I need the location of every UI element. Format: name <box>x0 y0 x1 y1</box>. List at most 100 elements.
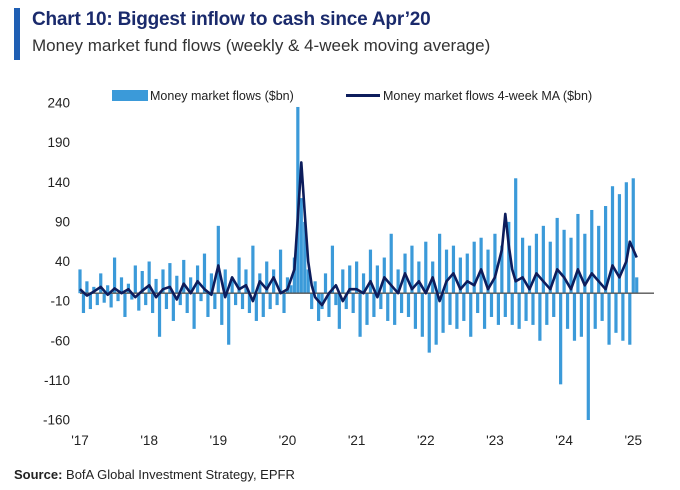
weekly-flow-bar <box>147 261 151 294</box>
weekly-flow-bar <box>323 273 328 294</box>
y-tick-label: -160 <box>43 413 70 428</box>
weekly-flow-bar <box>569 237 573 294</box>
weekly-flow-bar <box>600 293 604 321</box>
weekly-flow-bar <box>621 293 625 341</box>
weekly-flow-bar <box>140 271 144 294</box>
weekly-flow-bar <box>268 293 272 310</box>
weekly-flow-bar <box>593 293 597 329</box>
weekly-flow-bar <box>614 293 618 333</box>
weekly-flow-bar <box>455 293 459 329</box>
weekly-flow-bar <box>265 261 269 294</box>
weekly-flow-bar <box>202 253 207 294</box>
x-tick-label: '18 <box>140 433 158 448</box>
weekly-flow-bar <box>171 293 175 321</box>
weekly-flow-bar <box>521 237 525 294</box>
weekly-flow-bar <box>292 257 296 294</box>
weekly-flow-bar <box>572 293 577 341</box>
weekly-flow-bar <box>565 293 570 329</box>
weekly-flow-bar <box>628 293 632 345</box>
weekly-flow-bar <box>417 261 421 294</box>
weekly-flow-bar <box>244 269 248 294</box>
weekly-flow-bar <box>144 293 148 306</box>
weekly-flow-bar <box>88 293 92 310</box>
weekly-flow-bar <box>617 194 622 294</box>
weekly-flow-bar <box>576 213 580 294</box>
weekly-flow-bar <box>137 293 141 311</box>
source-note: Source: BofA Global Investment Strategy,… <box>14 467 295 482</box>
weekly-flow-bar <box>586 293 590 420</box>
weekly-flow-bar <box>635 277 639 294</box>
weekly-flow-bar <box>285 277 290 294</box>
weekly-flow-bar <box>448 293 452 325</box>
weekly-flow-bar <box>337 293 341 329</box>
weekly-flow-bar <box>254 293 258 321</box>
weekly-flow-bar <box>451 245 456 294</box>
y-tick-label: 140 <box>47 175 70 190</box>
weekly-flow-bar <box>334 293 338 306</box>
weekly-flow-bar <box>500 245 504 294</box>
weekly-flow-bar <box>195 265 200 294</box>
weekly-flow-bar <box>538 293 542 341</box>
legend-ma-label: Money market flows 4-week MA ($bn) <box>383 89 592 103</box>
y-tick-label: -10 <box>50 294 70 309</box>
weekly-flow-bar <box>278 249 283 294</box>
weekly-flow-bar <box>223 269 227 294</box>
weekly-flow-bar <box>361 273 366 294</box>
weekly-flow-bar <box>351 293 355 314</box>
weekly-flow-bar <box>545 293 549 325</box>
weekly-flow-bar <box>527 245 532 294</box>
weekly-flow-bar <box>444 249 449 294</box>
weekly-flow-bar <box>272 269 276 294</box>
weekly-flow-bar <box>106 285 110 294</box>
weekly-flow-bar <box>472 241 476 294</box>
weekly-flow-bar <box>579 293 583 337</box>
weekly-flow-bar <box>631 178 635 294</box>
weekly-flow-bar <box>81 293 86 314</box>
weekly-flow-bar <box>358 293 362 337</box>
weekly-flow-bar <box>548 241 552 294</box>
weekly-flow-bar <box>541 225 545 294</box>
weekly-flow-bar <box>389 233 393 294</box>
weekly-flow-bar <box>303 221 307 294</box>
weekly-flow-bar <box>240 293 245 310</box>
weekly-flow-bar <box>493 233 497 294</box>
weekly-flow-bar <box>379 293 383 310</box>
weekly-flow-bar <box>102 293 106 303</box>
weekly-flow-bar <box>157 293 162 337</box>
weekly-flow-bar <box>234 293 238 306</box>
weekly-flow-bar <box>479 237 483 294</box>
weekly-flow-bar <box>209 273 213 294</box>
x-axis-ticks: '17 '18 '19 '20 '21 '22 '23 '24 '25 <box>71 433 642 448</box>
weekly-flow-bar <box>382 257 386 294</box>
weekly-flow-bar <box>299 198 303 294</box>
weekly-flow-bar <box>78 269 82 294</box>
y-tick-label: -110 <box>44 373 70 388</box>
weekly-flow-bar <box>206 293 210 317</box>
weekly-flow-bar <box>375 265 379 294</box>
weekly-flow-bar <box>99 273 103 294</box>
weekly-flow-bar <box>119 277 124 294</box>
weekly-flow-bar <box>603 206 608 294</box>
weekly-flow-bar <box>503 293 507 317</box>
weekly-flow-bar <box>393 293 397 325</box>
y-tick-label: 240 <box>47 96 70 111</box>
weekly-flow-bar <box>133 265 137 294</box>
weekly-flow-bar <box>344 293 348 310</box>
weekly-flow-bar <box>517 293 521 329</box>
weekly-flow-bar <box>168 263 172 294</box>
weekly-flow-bar <box>161 269 165 294</box>
weekly-flow-bar <box>189 277 193 294</box>
source-text: BofA Global Investment Strategy, EPFR <box>66 467 295 482</box>
weekly-flow-bar <box>607 293 611 345</box>
weekly-flow-bar <box>534 233 539 294</box>
weekly-flow-bar <box>399 293 404 314</box>
weekly-flow-bar <box>213 293 217 310</box>
weekly-flow-bar <box>175 275 179 294</box>
weekly-flow-bar <box>85 281 89 294</box>
weekly-flow-bar <box>154 278 158 294</box>
weekly-flow-bars <box>78 106 639 420</box>
legend-weekly-label: Money market flows ($bn) <box>150 89 294 103</box>
weekly-flow-bar <box>465 253 469 294</box>
weekly-flow-bar <box>313 281 317 294</box>
weekly-flow-bar <box>216 225 220 294</box>
